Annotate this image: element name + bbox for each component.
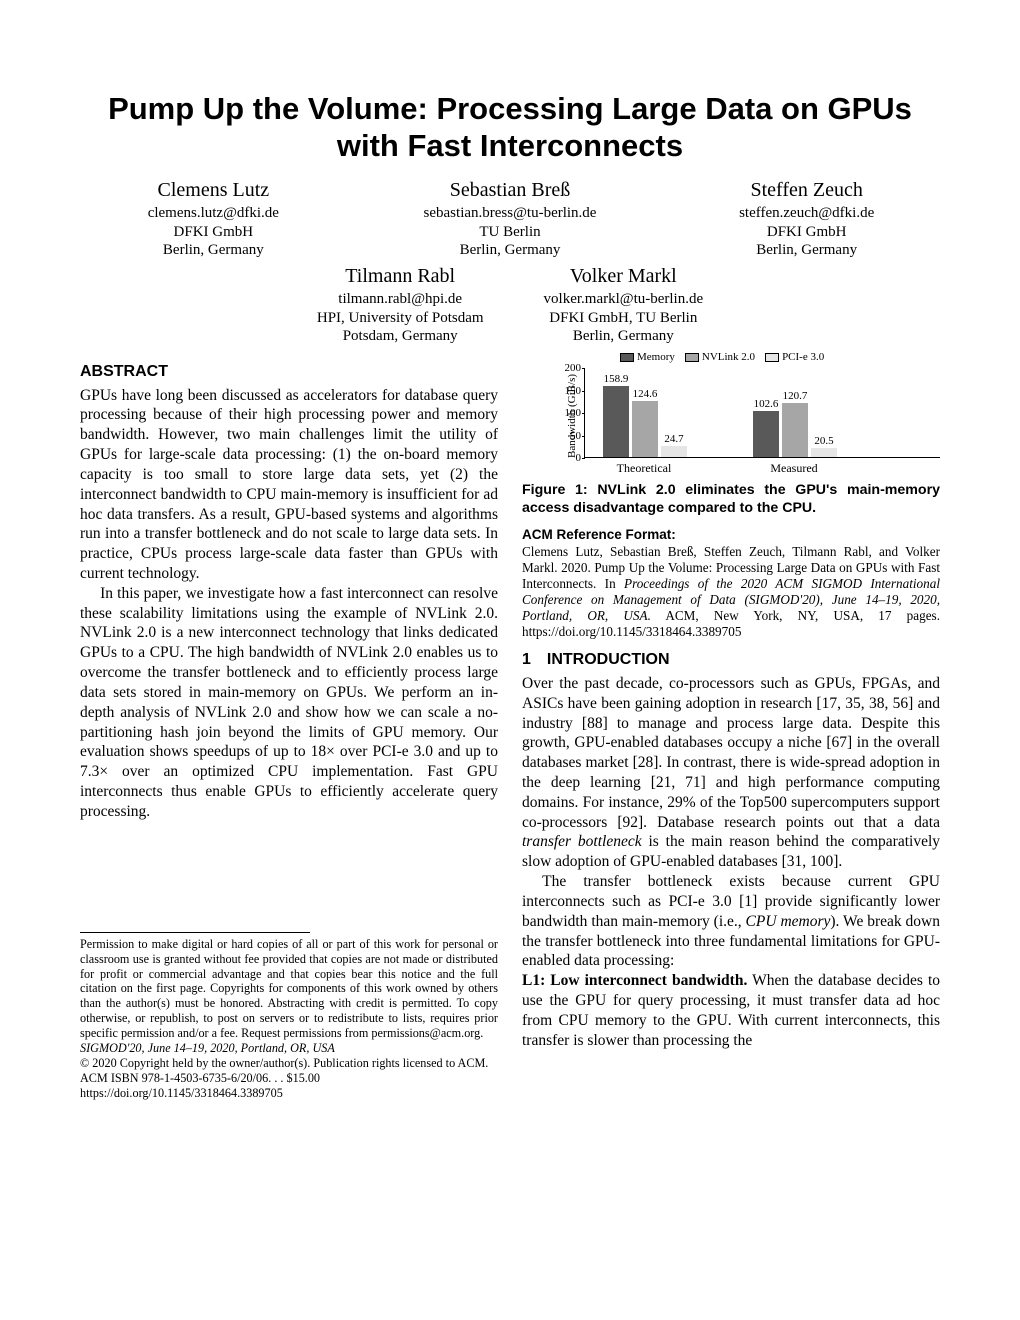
permission-text: Permission to make digital or hard copie… [80, 937, 498, 1041]
bar: 158.9 [603, 386, 629, 458]
author-name: Tilmann Rabl [317, 264, 484, 290]
acm-ref-text: Clemens Lutz, Sebastian Breß, Steffen Ze… [522, 544, 940, 641]
bar-value-label: 124.6 [633, 387, 658, 401]
author-block: Steffen Zeuch steffen.zeuch@dfki.de DFKI… [673, 178, 940, 260]
author-block: Tilmann Rabl tilmann.rabl@hpi.de HPI, Un… [317, 264, 484, 346]
intro-p1-a: Over the past decade, co-processors such… [522, 675, 940, 831]
bar-value-label: 102.6 [754, 397, 779, 411]
bar: 124.6 [632, 401, 658, 457]
permission-block: Permission to make digital or hard copie… [80, 937, 498, 1101]
left-column: ABSTRACT GPUs have long been discussed a… [80, 356, 498, 1100]
acm-ref-header: ACM Reference Format: [522, 526, 940, 543]
legend-swatch [620, 353, 634, 362]
bar: 120.7 [782, 403, 808, 457]
chart-xlabel: Measured [770, 461, 817, 476]
author-block: Clemens Lutz clemens.lutz@dfki.de DFKI G… [80, 178, 347, 260]
author-loc: Berlin, Germany [377, 241, 644, 260]
author-name: Volker Markl [544, 264, 704, 290]
chart-xlabel: Theoretical [617, 461, 672, 476]
bar-group: 158.9124.624.7 [603, 386, 687, 458]
author-affil: DFKI GmbH, TU Berlin [544, 309, 704, 328]
author-email: steffen.zeuch@dfki.de [673, 204, 940, 223]
permission-isbn: ACM ISBN 978-1-4503-6735-6/20/06. . . $1… [80, 1071, 498, 1086]
bar-value-label: 158.9 [604, 372, 629, 386]
author-loc: Berlin, Germany [80, 241, 347, 260]
permission-venue: SIGMOD'20, June 14–19, 2020, Portland, O… [80, 1041, 498, 1056]
ytick-label: 100 [555, 406, 581, 420]
author-name: Clemens Lutz [80, 178, 347, 204]
bar-group: 102.6120.720.5 [753, 403, 837, 457]
author-row-1: Clemens Lutz clemens.lutz@dfki.de DFKI G… [80, 178, 940, 260]
author-name: Sebastian Breß [377, 178, 644, 204]
author-affil: DFKI GmbH [673, 223, 940, 242]
legend-label: PCI-e 3.0 [782, 350, 824, 364]
figure-1-chart: Bandwidth (GiB/s) MemoryNVLink 2.0PCI-e … [552, 356, 940, 476]
ytick-label: 50 [555, 429, 581, 443]
intro-p1-italic: transfer bottleneck [522, 833, 642, 850]
author-email: sebastian.bress@tu-berlin.de [377, 204, 644, 223]
bar: 102.6 [753, 411, 779, 457]
author-email: tilmann.rabl@hpi.de [317, 290, 484, 309]
author-loc: Berlin, Germany [673, 241, 940, 260]
author-block: Sebastian Breß sebastian.bress@tu-berlin… [377, 178, 644, 260]
author-email: volker.markl@tu-berlin.de [544, 290, 704, 309]
figure-1-caption: Figure 1: NVLink 2.0 eliminates the GPU'… [522, 482, 940, 518]
legend-item: PCI-e 3.0 [765, 350, 824, 364]
legend-label: Memory [637, 350, 675, 364]
abstract-p2: In this paper, we investigate how a fast… [80, 584, 498, 822]
ytick-label: 0 [555, 451, 581, 465]
ytick-mark [582, 368, 585, 369]
paper-title: Pump Up the Volume: Processing Large Dat… [80, 90, 940, 164]
author-affil: TU Berlin [377, 223, 644, 242]
author-affil: HPI, University of Potsdam [317, 309, 484, 328]
legend-swatch [685, 353, 699, 362]
abstract-p1: GPUs have long been discussed as acceler… [80, 386, 498, 584]
author-loc: Potsdam, Germany [317, 327, 484, 346]
legend-swatch [765, 353, 779, 362]
bar-value-label: 120.7 [783, 389, 808, 403]
legend-item: Memory [620, 350, 675, 364]
intro-l1-label: L1: Low interconnect bandwidth. [522, 972, 747, 989]
chart-legend: Memory NVLink 2.0 PCI-e 3.0 [620, 350, 824, 364]
intro-l1: L1: Low interconnect bandwidth. When the… [522, 971, 940, 1050]
author-block: Volker Markl volker.markl@tu-berlin.de D… [544, 264, 704, 346]
legend-item: NVLink 2.0 [685, 350, 755, 364]
right-column: Bandwidth (GiB/s) MemoryNVLink 2.0PCI-e … [522, 356, 940, 1100]
bar-value-label: 20.5 [814, 434, 833, 448]
intro-p2-italic: CPU memory [746, 913, 831, 930]
ytick-mark [582, 391, 585, 392]
author-loc: Berlin, Germany [544, 327, 704, 346]
ytick-label: 150 [555, 384, 581, 398]
intro-p2: The transfer bottleneck exists because c… [522, 872, 940, 971]
ytick-mark [582, 436, 585, 437]
abstract-header: ABSTRACT [80, 362, 498, 382]
introduction-header: 1 INTRODUCTION [522, 650, 940, 670]
legend-label: NVLink 2.0 [702, 350, 755, 364]
intro-p1: Over the past decade, co-processors such… [522, 674, 940, 872]
permission-doi: https://doi.org/10.1145/3318464.3389705 [80, 1086, 498, 1101]
author-email: clemens.lutz@dfki.de [80, 204, 347, 223]
ytick-label: 200 [555, 361, 581, 375]
bar: 24.7 [661, 446, 687, 457]
bar: 20.5 [811, 448, 837, 457]
author-row-2: Tilmann Rabl tilmann.rabl@hpi.de HPI, Un… [80, 264, 940, 346]
ytick-mark [582, 458, 585, 459]
author-name: Steffen Zeuch [673, 178, 940, 204]
ytick-mark [582, 413, 585, 414]
permission-copyright: © 2020 Copyright held by the owner/autho… [80, 1056, 498, 1071]
author-affil: DFKI GmbH [80, 223, 347, 242]
permission-separator [80, 932, 310, 933]
bar-value-label: 24.7 [664, 432, 683, 446]
